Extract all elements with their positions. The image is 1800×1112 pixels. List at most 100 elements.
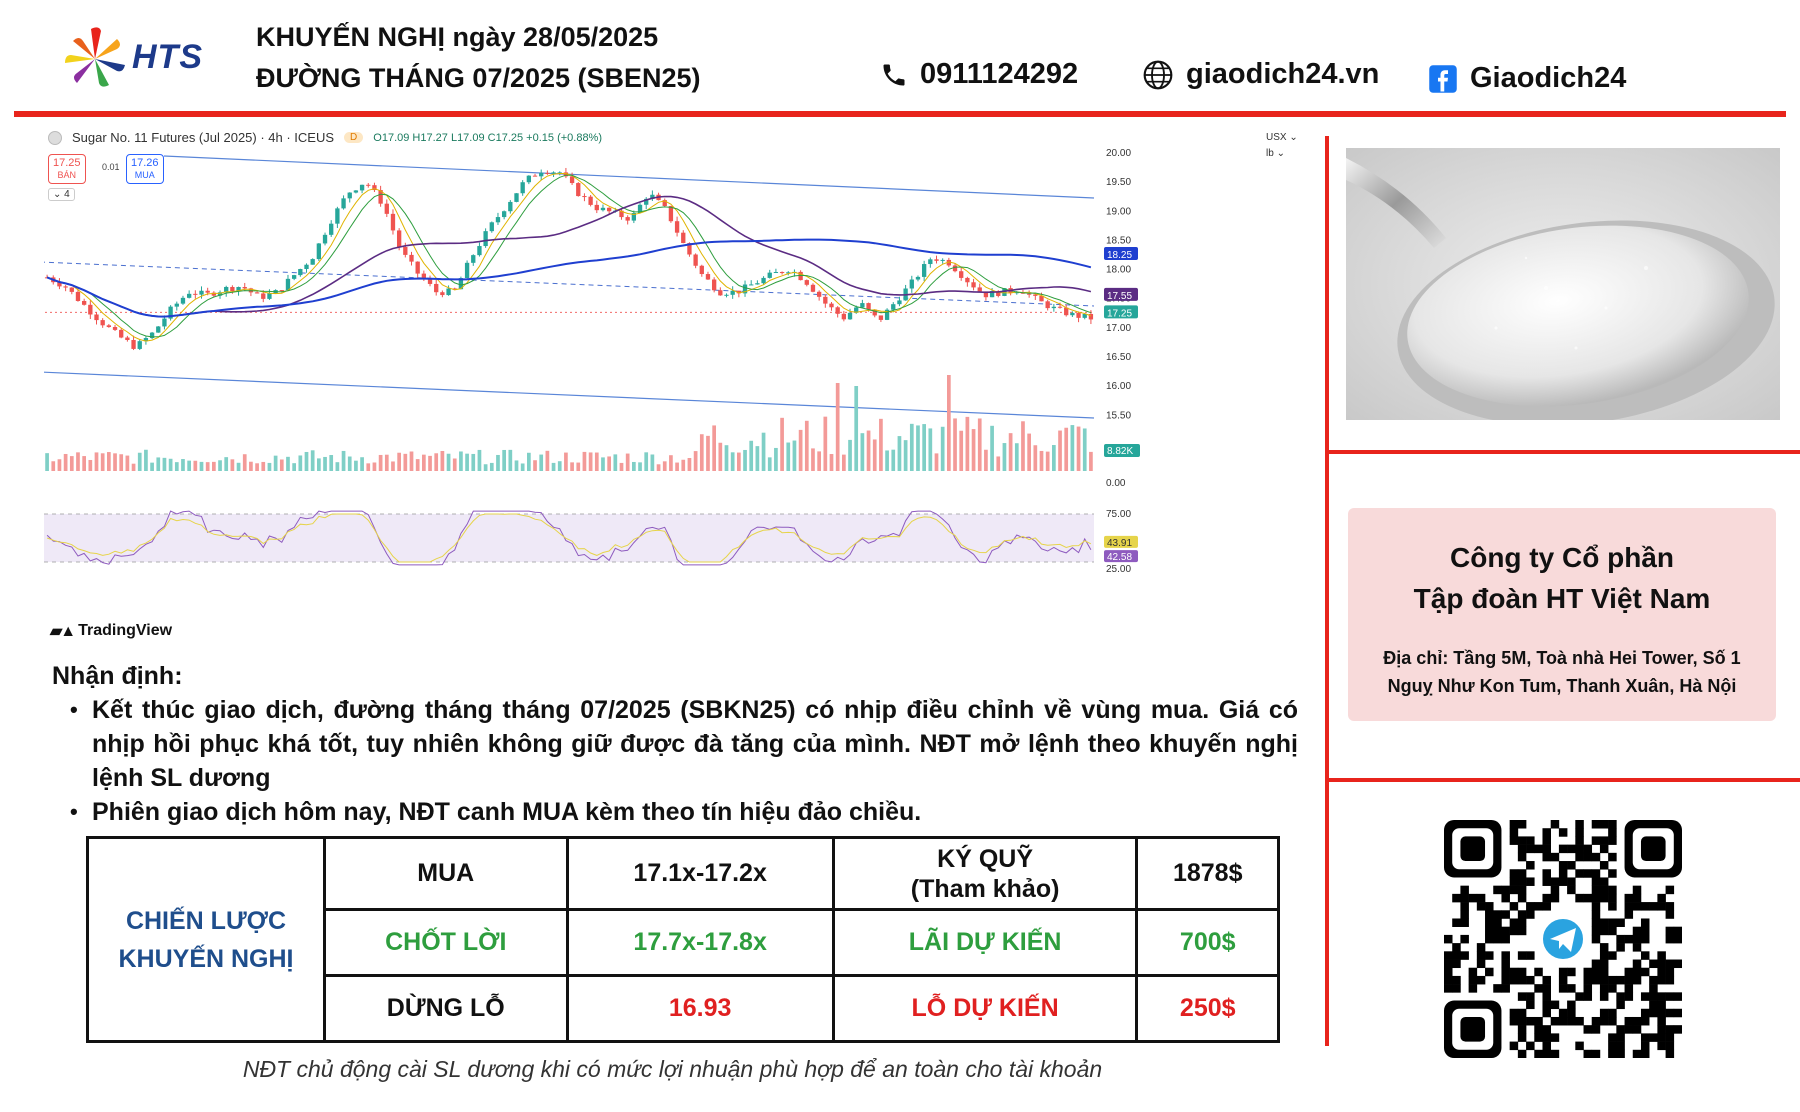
candle-body	[835, 307, 840, 314]
candle-body	[483, 231, 488, 247]
expected-profit-value: 700$	[1135, 908, 1280, 977]
candle-body	[1014, 292, 1019, 294]
qr-module	[1591, 934, 1601, 944]
expected-loss-label: LỖ DỰ KIẾN	[831, 974, 1139, 1043]
candle-body	[767, 272, 772, 278]
qr-module	[1591, 893, 1601, 903]
qr-module	[1616, 934, 1625, 944]
candle-body	[1039, 295, 1044, 302]
volume-bar	[51, 461, 56, 471]
candle-body	[217, 292, 223, 296]
qr-module	[1493, 918, 1502, 927]
qr-module	[1476, 951, 1486, 960]
volume-bar	[483, 464, 488, 471]
volume-bar	[737, 452, 741, 471]
qr-module	[1517, 1049, 1527, 1059]
volume-bar	[249, 461, 253, 471]
qr-module	[1665, 902, 1675, 911]
candle-body	[1033, 294, 1038, 296]
qr-module	[1542, 984, 1551, 993]
volume-bar	[638, 462, 642, 471]
candle-body	[637, 204, 643, 213]
volume-bar	[69, 456, 74, 471]
phone-contact[interactable]: 0911124292	[880, 58, 1078, 91]
telegram-qr-code[interactable]	[1444, 820, 1683, 1059]
take-profit-label: CHỐT LỜI	[323, 908, 569, 977]
qr-module	[1509, 869, 1519, 878]
candle-body	[372, 185, 377, 191]
candle-body	[415, 261, 420, 274]
qr-module	[1542, 828, 1551, 837]
qr-module	[1624, 1025, 1634, 1034]
volume-bar	[391, 461, 395, 471]
volume-bar	[798, 429, 803, 471]
unit-select[interactable]: lb ⌄	[1266, 148, 1285, 159]
volume-bar	[576, 462, 581, 471]
rsi-band	[44, 514, 1094, 562]
qr-module	[1608, 820, 1617, 829]
rsi2-value-label: 42.58	[1107, 552, 1132, 563]
volume-bar	[403, 453, 408, 471]
volume-bar	[897, 436, 902, 471]
currency-select[interactable]: USX ⌄	[1266, 132, 1298, 143]
indicator-toggle[interactable]: ⌄ 4	[48, 188, 75, 201]
qr-module	[1567, 885, 1576, 895]
section-divider	[1325, 778, 1800, 782]
candle-body	[915, 276, 921, 280]
candle-body	[798, 271, 803, 281]
website-link[interactable]: giaodich24.vn	[1142, 58, 1379, 91]
volume-bar	[1002, 443, 1007, 471]
qr-module	[1542, 902, 1551, 911]
volume-bar	[545, 450, 550, 471]
qr-module	[1501, 926, 1510, 936]
qr-module	[1583, 893, 1593, 903]
qr-module	[1649, 992, 1658, 1001]
qr-module	[1665, 1049, 1675, 1059]
candle-body	[773, 272, 779, 274]
qr-module	[1608, 984, 1617, 993]
sell-box[interactable]: 17.25 BÁN	[48, 154, 86, 184]
ma-short-line	[46, 174, 1092, 338]
qr-module	[1575, 869, 1584, 878]
expected-loss-value: 250$	[1135, 974, 1280, 1043]
qr-module	[1558, 967, 1568, 977]
facebook-text: Giaodich24	[1470, 62, 1627, 94]
volume-bar	[94, 452, 99, 471]
qr-module	[1534, 1049, 1543, 1059]
qr-module	[1657, 1008, 1666, 1018]
strategy-table: CHIẾN LƯỢC KHUYẾN NGHỊ MUA 17.1x-17.2x K…	[86, 836, 1280, 1043]
candle-body	[563, 172, 569, 177]
facebook-link[interactable]: Giaodich24	[1428, 62, 1626, 95]
buy-box[interactable]: 17.26 MUA	[126, 154, 164, 184]
volume-bar	[724, 445, 729, 471]
qr-module	[1485, 918, 1494, 927]
price-tick-label: 19.50	[1106, 177, 1131, 188]
qr-module	[1632, 943, 1642, 952]
price-chart[interactable]: Sugar No. 11 Futures (Jul 2025) · 4h · I…	[44, 126, 1306, 654]
qr-module	[1657, 959, 1666, 969]
qr-module	[1640, 926, 1650, 936]
margin-label: KÝ QUỸ	[937, 844, 1034, 873]
price-tick-label: 15.50	[1106, 410, 1131, 421]
qr-module	[1616, 1025, 1625, 1034]
chart-canvas[interactable]: 20.0019.5019.0018.5018.0017.5017.0016.50…	[44, 126, 1306, 654]
qr-module	[1509, 902, 1519, 911]
qr-module	[1632, 1049, 1642, 1059]
candle-body	[1057, 306, 1063, 308]
candle-body	[75, 291, 81, 301]
qr-module	[1575, 828, 1584, 837]
candle-body	[749, 284, 754, 286]
qr-module	[1599, 967, 1609, 977]
qr-module	[1599, 1008, 1609, 1018]
qr-module	[1550, 877, 1560, 886]
qr-module	[1542, 1033, 1551, 1042]
candle-body	[304, 264, 309, 270]
buy-action: MUA	[323, 836, 569, 911]
qr-module	[1468, 893, 1478, 903]
candle-body	[100, 320, 105, 326]
candle-body	[755, 283, 760, 285]
volume-bar	[947, 375, 951, 471]
table-row: CHIẾN LƯỢC KHUYẾN NGHỊ MUA 17.1x-17.2x K…	[86, 836, 1280, 1043]
qr-module	[1526, 861, 1535, 870]
volume-bar	[242, 454, 247, 471]
